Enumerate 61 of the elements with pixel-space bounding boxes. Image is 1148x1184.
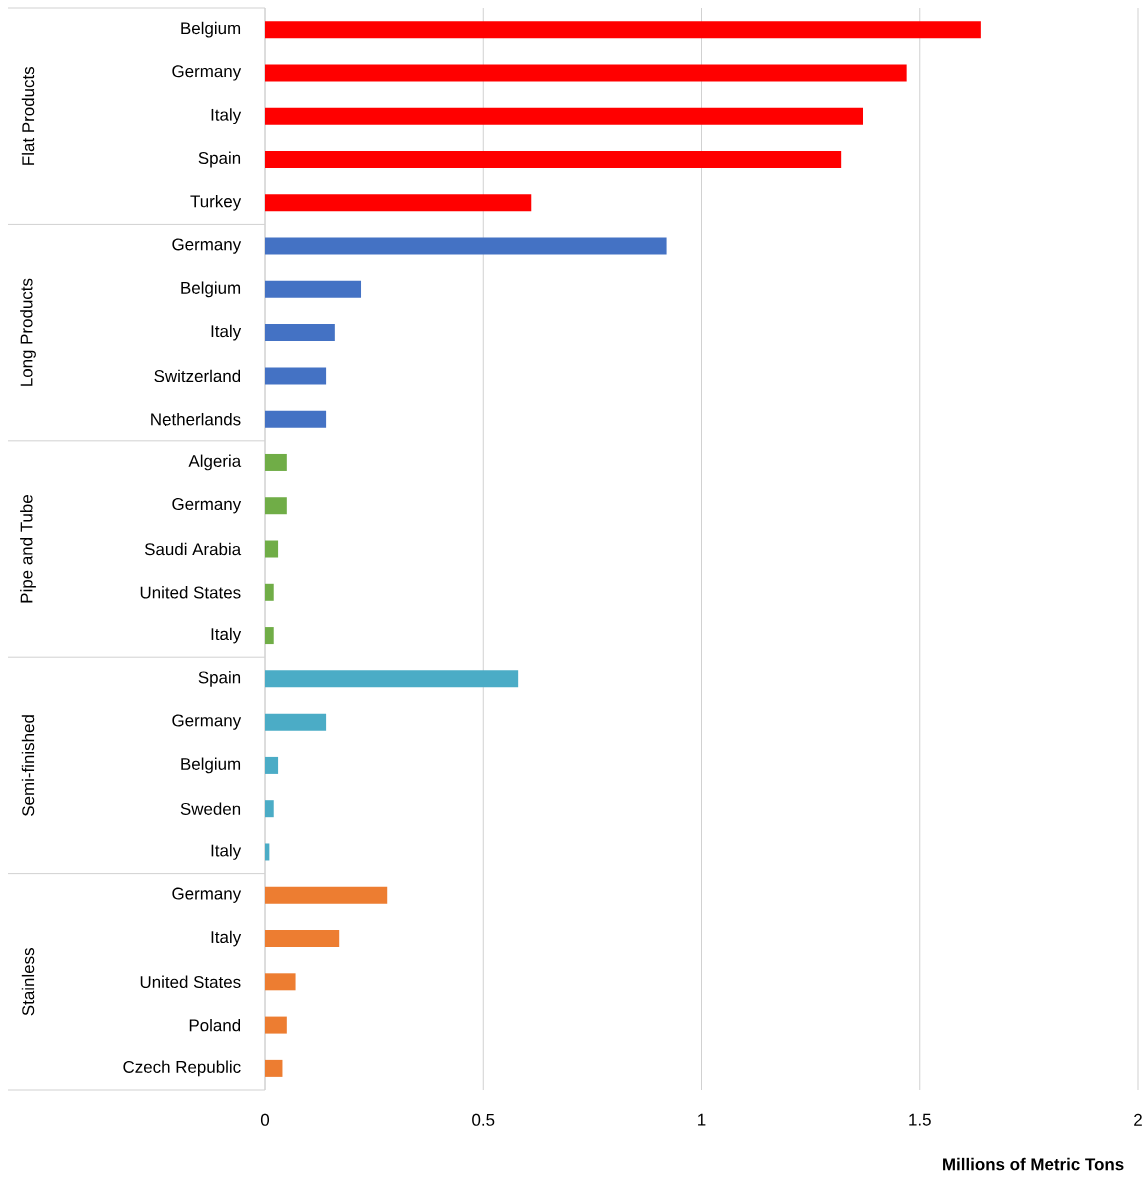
bar — [264, 540, 278, 558]
bar — [264, 280, 361, 298]
y-tick-label: Algeria — [188, 454, 241, 471]
text: Stainless — [21, 948, 35, 1016]
bar — [264, 237, 667, 255]
bar — [264, 324, 335, 342]
bar — [264, 21, 981, 39]
y-tick-label: Belgium — [181, 21, 240, 38]
bar — [264, 973, 296, 991]
bar — [264, 194, 532, 212]
y-tick-label: Poland — [189, 1018, 240, 1032]
bar — [264, 713, 326, 731]
text: Flat Products — [21, 66, 35, 165]
y-tick-label: United States — [140, 975, 241, 989]
bar — [264, 64, 907, 82]
y-tick-label: Italy — [211, 627, 241, 644]
bar — [264, 367, 326, 385]
bar — [264, 756, 278, 774]
bar — [264, 627, 274, 645]
x-tick-label: 0 — [260, 1113, 269, 1126]
y-tick-label: Spain — [198, 670, 240, 687]
text: Long Products — [19, 278, 36, 386]
text: Pipe and Tube — [19, 495, 36, 603]
bar — [264, 583, 274, 601]
y-tick-label: Italy — [211, 844, 241, 860]
y-tick-label: Germany — [172, 887, 241, 903]
y-tick-label: Italy — [211, 324, 241, 341]
y-tick-label: United States — [140, 586, 241, 599]
bar — [264, 497, 287, 515]
y-tick-label: Germany — [172, 498, 241, 514]
bar — [264, 886, 388, 904]
y-tick-label: Sweden — [180, 802, 240, 815]
x-tick-label: 2 — [1133, 1113, 1142, 1126]
bar — [264, 670, 518, 688]
x-tick-label: 1 — [697, 1113, 706, 1126]
y-tick-label: Spain — [198, 151, 240, 168]
y-tick-label: Germany — [172, 714, 241, 730]
bar — [264, 453, 287, 471]
y-tick-label: Germany — [172, 65, 241, 81]
bar — [264, 1059, 283, 1077]
text: Semi-finished — [21, 715, 35, 816]
y-tick-label: Belgium — [181, 281, 240, 298]
y-tick-label: Turkey — [190, 194, 241, 211]
bar — [264, 930, 340, 948]
y-tick-label: Germany — [172, 238, 241, 254]
x-tick-label: 0.5 — [471, 1113, 495, 1126]
y-tick-label: Switzerland — [154, 369, 240, 383]
y-tick-label: Netherlands — [151, 412, 241, 426]
bar — [264, 107, 863, 125]
bar — [264, 410, 326, 428]
x-tick-label: 1.5 — [909, 1113, 931, 1126]
y-tick-label: Italy — [211, 930, 241, 947]
bar — [264, 843, 270, 861]
bar — [264, 150, 842, 168]
bar — [264, 1016, 287, 1034]
x-axis-title: Millions of Metric Tons — [942, 1157, 1124, 1171]
y-tick-label: Italy — [211, 108, 241, 125]
y-tick-label: Czech Republic — [123, 1060, 241, 1077]
bar — [264, 800, 274, 818]
y-tick-label: Belgium — [181, 757, 240, 774]
y-tick-label: Saudi Arabia — [144, 542, 241, 556]
